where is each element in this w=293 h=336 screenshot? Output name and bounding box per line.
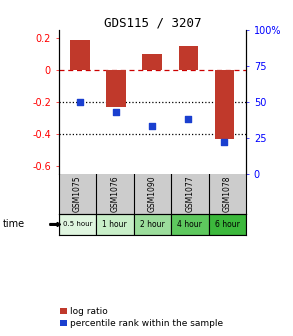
Bar	[96, 214, 134, 235]
Bar	[142, 54, 162, 70]
Bar	[178, 46, 198, 70]
Bar	[70, 40, 90, 70]
Bar	[209, 214, 246, 235]
Point	[222, 139, 227, 145]
Text: GSM1078: GSM1078	[223, 175, 232, 212]
Text: 2 hour: 2 hour	[140, 220, 165, 229]
Text: GSM1076: GSM1076	[110, 175, 119, 212]
Bar	[134, 214, 171, 235]
Text: time: time	[3, 219, 25, 229]
Point	[114, 109, 119, 115]
Bar	[59, 214, 96, 235]
Text: GSM1075: GSM1075	[73, 175, 82, 212]
Bar	[106, 70, 126, 107]
Title: GDS115 / 3207: GDS115 / 3207	[104, 16, 201, 29]
Bar	[171, 214, 209, 235]
Text: GSM1077: GSM1077	[185, 175, 194, 212]
Text: GSM1090: GSM1090	[148, 175, 157, 212]
Bar	[214, 70, 234, 138]
Text: 0.5 hour: 0.5 hour	[63, 221, 92, 227]
Point	[150, 124, 155, 129]
Text: 6 hour: 6 hour	[215, 220, 240, 229]
Text: 1 hour: 1 hour	[103, 220, 127, 229]
Text: 4 hour: 4 hour	[178, 220, 202, 229]
Point	[78, 99, 83, 104]
Point	[186, 116, 191, 122]
Legend: log ratio, percentile rank within the sample: log ratio, percentile rank within the sa…	[60, 307, 223, 328]
